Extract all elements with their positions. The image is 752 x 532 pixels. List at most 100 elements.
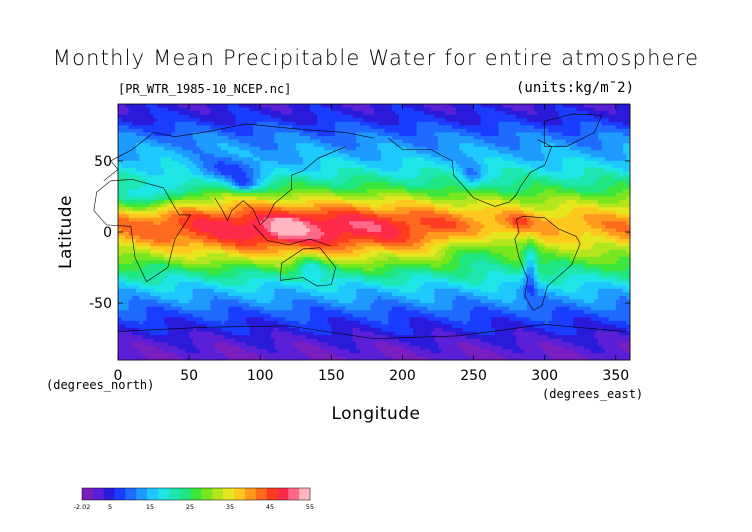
heatmap-cell: [516, 178, 521, 183]
heatmap-cell: [608, 175, 613, 180]
heatmap-cell: [494, 139, 499, 144]
heatmap-cell: [285, 217, 290, 222]
heatmap-cell: [434, 168, 439, 172]
heatmap-cell: [345, 128, 350, 133]
heatmap-cell: [430, 143, 435, 148]
heatmap-cell: [487, 196, 492, 201]
heatmap-cell: [299, 104, 304, 108]
heatmap-cell: [324, 217, 329, 222]
heatmap-cell: [327, 136, 332, 140]
heatmap-cell: [470, 146, 474, 151]
heatmap-cell: [398, 104, 403, 108]
heatmap-cell: [199, 196, 204, 201]
heatmap-cell: [295, 178, 300, 183]
heatmap-cell: [416, 107, 421, 112]
heatmap-cell: [587, 143, 592, 148]
heatmap-cell: [121, 104, 126, 108]
heatmap-cell: [359, 224, 364, 229]
heatmap-cell: [299, 160, 304, 165]
heatmap-cell: [349, 210, 354, 215]
heatmap-cell: [558, 221, 563, 226]
heatmap-cell: [189, 107, 194, 112]
heatmap-cell: [242, 125, 247, 130]
heatmap-cell: [413, 111, 418, 116]
heatmap-cell: [374, 157, 378, 162]
heatmap-cell: [420, 104, 425, 108]
heatmap-cell: [594, 221, 599, 226]
heatmap-cell: [125, 175, 130, 180]
heatmap-cell: [334, 171, 339, 176]
heatmap-cell: [427, 160, 432, 165]
heatmap-cell: [605, 150, 610, 155]
heatmap-cell: [576, 217, 581, 222]
heatmap-cell: [356, 153, 361, 158]
heatmap-cell: [615, 136, 620, 140]
heatmap-cell: [157, 171, 162, 176]
heatmap-cell: [569, 203, 574, 208]
heatmap-cell: [516, 114, 521, 119]
heatmap-cell: [470, 114, 474, 119]
heatmap-cell: [608, 114, 613, 119]
heatmap-cell: [278, 196, 282, 201]
heatmap-cell: [416, 182, 421, 187]
heatmap-cell: [551, 143, 556, 148]
heatmap-cell: [562, 160, 567, 165]
heatmap-cell: [605, 143, 610, 148]
heatmap-cell: [352, 160, 357, 165]
heatmap-cell: [608, 214, 613, 219]
heatmap-cell: [523, 178, 528, 183]
heatmap-cell: [306, 200, 311, 204]
heatmap-cell: [338, 111, 343, 116]
heatmap-cell: [121, 157, 126, 162]
heatmap-cell: [491, 171, 496, 176]
heatmap-cell: [242, 104, 247, 108]
heatmap-cell: [118, 114, 122, 119]
heatmap-cell: [260, 214, 265, 219]
heatmap-cell: [448, 143, 453, 148]
heatmap-cell: [150, 132, 154, 137]
heatmap-cell: [409, 111, 414, 116]
heatmap-cell: [352, 175, 357, 180]
heatmap-cell: [605, 210, 610, 215]
heatmap-cell: [438, 178, 442, 183]
heatmap-cell: [484, 196, 489, 201]
heatmap-cell: [281, 111, 286, 116]
heatmap-cell: [174, 118, 179, 123]
heatmap-cell: [164, 114, 169, 119]
heatmap-cell: [171, 150, 176, 155]
heatmap-cell: [598, 182, 602, 187]
heatmap-cell: [153, 153, 158, 158]
heatmap-cell: [480, 160, 485, 165]
heatmap-cell: [317, 224, 322, 229]
heatmap-cell: [448, 136, 453, 140]
heatmap-cell: [146, 210, 151, 215]
heatmap-cell: [167, 136, 172, 140]
heatmap-cell: [363, 121, 368, 126]
heatmap-cell: [480, 150, 485, 155]
heatmap-cell: [178, 121, 183, 126]
heatmap-cell: [562, 185, 567, 190]
heatmap-cell: [594, 118, 599, 123]
heatmap-cell: [541, 128, 546, 133]
heatmap-cell: [562, 171, 567, 176]
heatmap-cell: [374, 192, 378, 197]
heatmap-cell: [342, 121, 346, 126]
heatmap-cell: [491, 107, 496, 112]
heatmap-cell: [221, 150, 226, 155]
heatmap-cell: [395, 192, 400, 197]
heatmap-cell: [270, 214, 275, 219]
heatmap-cell: [217, 104, 222, 108]
heatmap-cell: [548, 125, 553, 130]
heatmap-cell: [270, 139, 275, 144]
heatmap-cell: [445, 207, 450, 212]
heatmap-cell: [150, 104, 154, 108]
heatmap-cell: [338, 150, 343, 155]
heatmap-cell: [420, 168, 425, 172]
heatmap-cell: [189, 118, 194, 123]
heatmap-cell: [398, 196, 403, 201]
heatmap-cell: [256, 168, 261, 172]
heatmap-cell: [178, 178, 183, 183]
heatmap-cell: [381, 153, 386, 158]
heatmap-cell: [512, 178, 517, 183]
heatmap-cell: [516, 160, 521, 165]
